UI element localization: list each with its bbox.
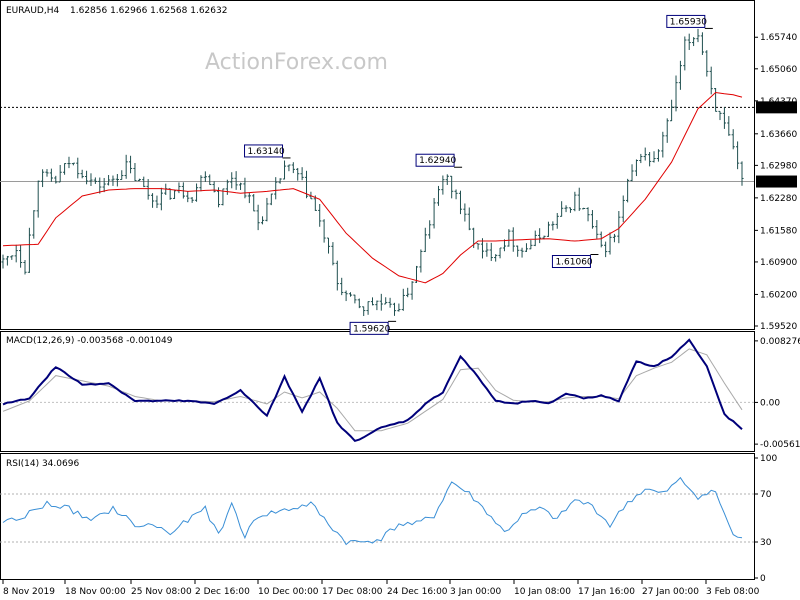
annotation-box bbox=[415, 153, 455, 167]
price-tick-label: 1.62280 bbox=[760, 194, 797, 204]
price-tick-label: 1.65740 bbox=[760, 33, 797, 43]
x-tick-label: 3 Feb 08:00 bbox=[706, 587, 760, 597]
price-title-symbol: EURAUD,H4 bbox=[6, 6, 59, 16]
rsi-tick-label: 70 bbox=[760, 490, 772, 500]
x-tick-label: 18 Nov 00:00 bbox=[65, 587, 126, 597]
price-annotations: 1.63140 1.59620 1.62940 1.61060 1.65930 bbox=[244, 14, 713, 335]
price-bars bbox=[1, 28, 744, 317]
price-sma bbox=[2, 91, 743, 284]
x-tick-label: 27 Jan 00:00 bbox=[642, 587, 699, 597]
x-tick-label: 2 Dec 16:00 bbox=[195, 587, 250, 597]
x-tick-label: 25 Nov 08:00 bbox=[131, 587, 192, 597]
price-tick-label: 1.62980 bbox=[760, 161, 797, 171]
x-tick-label: 3 Jan 00:00 bbox=[450, 587, 502, 597]
price-title-ohlc: 1.62856 1.62966 1.62568 1.62632 bbox=[70, 6, 227, 16]
x-tick-label: 24 Dec 16:00 bbox=[387, 587, 448, 597]
macd-layer: 0.008276 0.00 -0.00561 bbox=[0, 337, 800, 450]
x-tick-label: 10 Dec 00:00 bbox=[258, 587, 319, 597]
price-tick-label: 1.61580 bbox=[760, 226, 797, 236]
x-tick-label: 8 Nov 2019 bbox=[3, 587, 55, 597]
annotation-label: 1.62940 bbox=[419, 156, 456, 166]
annotation-box bbox=[244, 144, 284, 158]
rsi-tick-label: 100 bbox=[760, 454, 777, 464]
price-tick-label: 1.65060 bbox=[760, 65, 797, 75]
current-price-box bbox=[756, 175, 797, 188]
macd-tick-label: -0.00561 bbox=[760, 440, 800, 450]
price-levels: 1.64230 1.62632 bbox=[0, 101, 797, 188]
macd-signal-line bbox=[2, 348, 743, 432]
rsi-panel-frame bbox=[0, 453, 755, 580]
sma-line bbox=[2, 91, 743, 284]
rsi-line bbox=[2, 476, 743, 546]
annotation-label: 1.65930 bbox=[670, 17, 707, 27]
macd-tick-label: 0.00 bbox=[760, 398, 780, 408]
rsi-tick-label: 30 bbox=[760, 538, 772, 548]
rsi-title: RSI(14) 34.0696 bbox=[6, 459, 79, 469]
annotation-label: 1.61060 bbox=[555, 258, 592, 268]
annotation-box bbox=[666, 14, 706, 28]
x-tick-label: 17 Dec 08:00 bbox=[322, 587, 383, 597]
price-tick-label: 1.59520 bbox=[760, 322, 797, 332]
x-axis: 8 Nov 2019 18 Nov 00:00 25 Nov 08:00 2 Dec … bbox=[2, 580, 760, 597]
price-tick-label: 1.60900 bbox=[760, 258, 797, 268]
current-price-label: 1.62632 bbox=[759, 178, 796, 188]
watermark: ActionForex.com bbox=[205, 50, 388, 75]
level-label: 1.64230 bbox=[759, 103, 796, 113]
annotation-box bbox=[349, 321, 389, 335]
annotation-box bbox=[551, 255, 591, 269]
price-tick-label: 1.60200 bbox=[760, 290, 797, 300]
rsi-layer: 100 70 30 0 bbox=[0, 454, 777, 584]
macd-title: MACD(12,26,9) -0.003568 -0.001049 bbox=[6, 336, 173, 346]
x-tick-label: 10 Jan 08:00 bbox=[514, 587, 571, 597]
level-label-box bbox=[756, 101, 797, 114]
annotation-label: 1.59620 bbox=[353, 324, 390, 334]
x-tick-label: 17 Jan 16:00 bbox=[578, 587, 635, 597]
macd-line bbox=[2, 338, 743, 443]
price-tick-label: 1.63660 bbox=[760, 130, 797, 140]
annotation-label: 1.63140 bbox=[248, 147, 285, 157]
macd-tick-label: 0.008276 bbox=[760, 337, 800, 347]
rsi-tick-label: 0 bbox=[760, 574, 766, 584]
